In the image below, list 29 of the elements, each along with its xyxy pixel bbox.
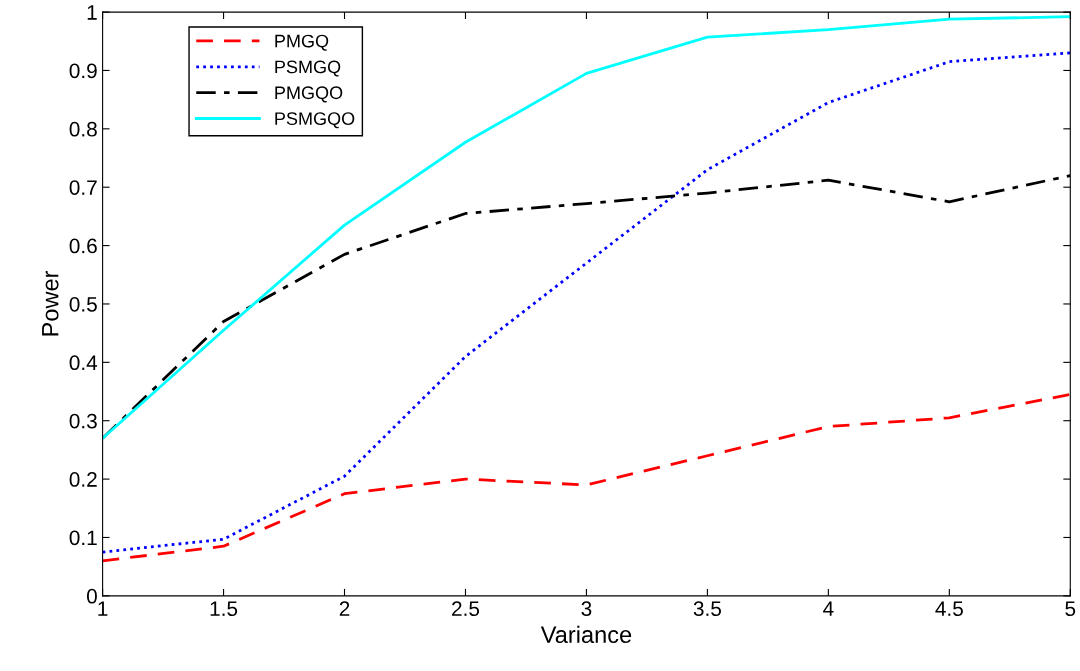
line-series [102, 51, 1071, 554]
y-tick-label: 0.3 [69, 413, 97, 429]
legend-label: PSMGQ [275, 60, 341, 77]
x-tick-label: 1 [98, 601, 108, 616]
x-tick-label: 2.5 [452, 601, 480, 617]
y-tick-label: 0.4 [69, 355, 98, 371]
x-tick-label: 2 [339, 601, 350, 616]
line-series [102, 393, 1071, 563]
y-tick-label: 0.2 [69, 472, 97, 487]
legend-label: PMGQ [275, 34, 329, 51]
y-tick-label: 0.9 [69, 63, 97, 79]
y-tick-label: 0.5 [69, 296, 97, 312]
y-tick-label: 0.6 [69, 238, 97, 254]
x-tick-label: 1.5 [210, 601, 238, 617]
x-tick-label: 3.5 [693, 601, 722, 617]
x-tick-label: 3 [581, 601, 592, 617]
y-tick-label: 0 [86, 588, 97, 604]
x-tick-label: 4 [823, 601, 834, 616]
x-axis-title: Variance [540, 625, 632, 644]
legend-label: PMGQO [275, 86, 343, 103]
x-tick-label: 5 [1065, 601, 1076, 617]
y-tick-label: 1 [87, 5, 97, 20]
line-series [102, 15, 1071, 440]
y-tick-label: 0.8 [69, 121, 97, 137]
y-axis-title: Power [42, 270, 59, 336]
y-tick-label: 0.7 [69, 180, 97, 195]
y-tick-label: 0.1 [69, 530, 97, 546]
x-tick-label: 4.5 [935, 601, 963, 617]
legend-label: PSMGQO [275, 112, 355, 129]
